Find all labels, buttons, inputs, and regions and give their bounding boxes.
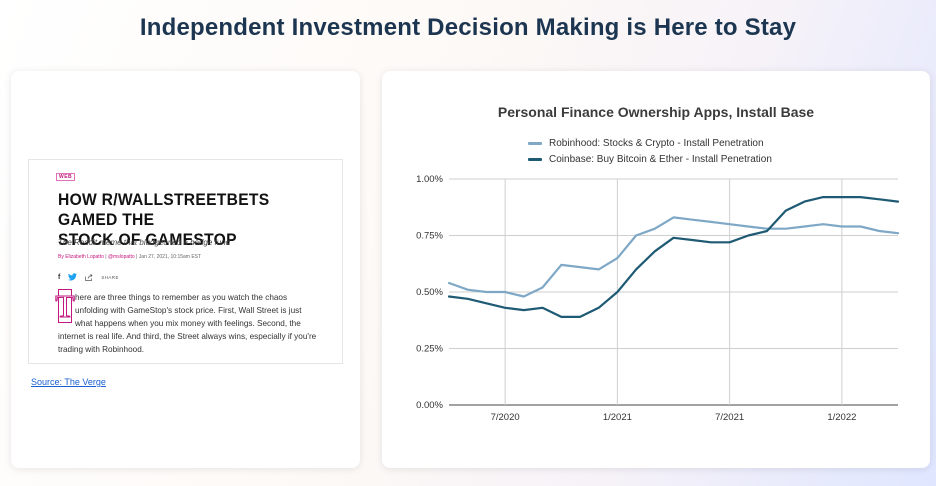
- article-subhead: The Reddit meme that bludgeoned a hedge …: [58, 238, 231, 247]
- headline-line-1: HOW R/WALLSTREETBETS GAMED THE: [58, 190, 270, 229]
- y-tick-label: 0.25%: [416, 344, 443, 355]
- body-line: internet is real life. And third, the St…: [58, 332, 317, 341]
- y-tick-label: 0.50%: [416, 287, 443, 298]
- byline-date: | Jan 27, 2021, 10:15am EST: [134, 254, 202, 260]
- series-line-coinbase: [447, 195, 900, 318]
- article-body: here are three things to remember as you…: [58, 291, 329, 356]
- series-line-robinhood: [447, 216, 900, 298]
- share-row: f SHARE: [58, 273, 119, 281]
- y-tick-label: 0.00%: [416, 400, 443, 411]
- chart-title: Personal Finance Ownership Apps, Install…: [497, 104, 815, 120]
- body-line: unfolding with GameStop's stock price. F…: [75, 306, 302, 315]
- x-tick-label: 7/2021: [715, 412, 744, 423]
- page-title: Independent Investment Decision Making i…: [139, 14, 797, 41]
- drop-cap: T: [55, 288, 75, 324]
- body-line: here are three things to remember as you…: [75, 293, 288, 302]
- article-clipping: WEB HOW R/WALLSTREETBETS GAMED THE STOCK…: [28, 159, 343, 364]
- legend-label-coinbase: Coinbase: Buy Bitcoin & Ether - Install …: [549, 153, 772, 165]
- byline-author[interactable]: By Elizabeth Lopatto: [58, 254, 104, 260]
- x-tick-label: 1/2022: [827, 412, 856, 423]
- legend-swatch-coinbase: [528, 157, 542, 161]
- article-headline: HOW R/WALLSTREETBETS GAMED THE STOCK OF …: [58, 190, 306, 250]
- body-line: trading with Robinhood.: [58, 345, 145, 354]
- legend-item-coinbase: Coinbase: Buy Bitcoin & Ether - Install …: [528, 151, 772, 167]
- byline-separator: |: [103, 254, 108, 260]
- x-tick-label: 1/2021: [603, 412, 632, 423]
- facebook-icon[interactable]: f: [58, 273, 61, 281]
- y-tick-label: 1.00%: [416, 174, 443, 185]
- twitter-icon[interactable]: [68, 273, 78, 281]
- line-chart: 0.00% 0.25% 0.50% 0.75% 1.00% 7/2020 1/2021 7/2…: [416, 174, 900, 423]
- chart-card: Personal Finance Ownership Apps, Install…: [382, 71, 930, 468]
- headline-line-2: STOCK OF GAMESTOP: [58, 230, 237, 249]
- share-label[interactable]: SHARE: [101, 274, 119, 280]
- chart-legend: Robinhood: Stocks & Crypto - Install Pen…: [528, 135, 772, 167]
- byline-handle[interactable]: @mslopatto: [107, 254, 135, 260]
- article-tag: WEB: [56, 173, 76, 181]
- share-icon[interactable]: [85, 273, 93, 281]
- source-link[interactable]: Source: The Verge: [31, 377, 106, 387]
- article-card: WEB HOW R/WALLSTREETBETS GAMED THE STOCK…: [11, 71, 360, 468]
- body-line: what happens when you mix money with fee…: [75, 319, 301, 328]
- legend-swatch-robinhood: [528, 141, 542, 145]
- legend-item-robinhood: Robinhood: Stocks & Crypto - Install Pen…: [528, 135, 772, 151]
- y-tick-label: 0.75%: [416, 231, 443, 242]
- legend-label-robinhood: Robinhood: Stocks & Crypto - Install Pen…: [549, 137, 764, 149]
- x-tick-label: 7/2020: [491, 412, 520, 423]
- article-byline: By Elizabeth Lopatto | @mslopatto | Jan …: [58, 254, 201, 260]
